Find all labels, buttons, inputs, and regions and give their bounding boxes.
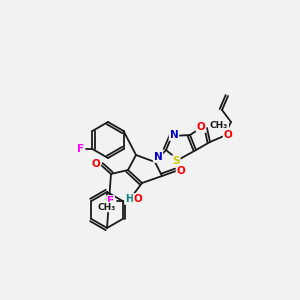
- Text: O: O: [196, 122, 206, 132]
- Text: O: O: [134, 194, 142, 204]
- Text: S: S: [172, 156, 180, 166]
- Text: F: F: [77, 144, 84, 154]
- Text: H: H: [125, 194, 133, 204]
- Text: N: N: [169, 130, 178, 140]
- Text: O: O: [177, 166, 185, 176]
- Text: CH₃: CH₃: [98, 202, 116, 211]
- Text: N: N: [154, 152, 162, 162]
- Text: O: O: [224, 130, 232, 140]
- Text: O: O: [92, 159, 100, 169]
- Text: F: F: [107, 196, 114, 206]
- Text: CH₃: CH₃: [210, 121, 228, 130]
